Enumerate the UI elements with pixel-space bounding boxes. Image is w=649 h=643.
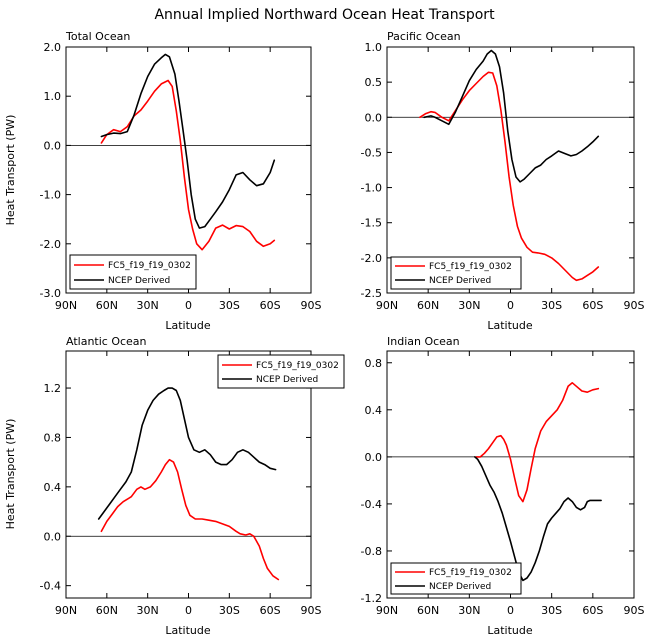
x-tick-label: 90N — [55, 604, 77, 617]
plot-layer: 90N 60N 30N 0 30S 60S 90S -1.2 -0.8 -0.4 0.0 0.4 0.8 — [361, 351, 645, 617]
series-line-obs — [97, 387, 277, 520]
y-tick-label: -0.5 — [361, 146, 382, 159]
x-tick-label: 90N — [376, 299, 398, 312]
y-tick-label: -2.0 — [40, 238, 61, 251]
y-tick-label: 2.0 — [44, 41, 62, 54]
legend: FC5_f19_f19_0302 NCEP Derived — [217, 354, 345, 389]
x-axis-label: Latitude — [487, 624, 533, 637]
x-tick-label: 90S — [624, 299, 645, 312]
x-tick-label: 0 — [507, 299, 514, 312]
legend-box — [217, 354, 345, 389]
x-tick-label: 60N — [96, 299, 118, 312]
legend-label-model: FC5_f19_f19_0302 — [429, 262, 512, 272]
series-line-model — [100, 458, 280, 581]
x-tick-label: 30N — [137, 299, 159, 312]
figure-title: Annual Implied Northward Ocean Heat Tran… — [154, 7, 495, 23]
y-tick-label: -1.2 — [361, 592, 382, 605]
y-tick-label: 0.4 — [44, 481, 62, 494]
panel-indian-ocean: Indian Ocean 90N 60N 30N 0 30S 60S 90S -1.2 -0.8… — [361, 335, 645, 637]
y-tick-label: -0.8 — [361, 545, 382, 558]
legend-box — [390, 562, 522, 595]
panel-pacific-ocean: Pacific Ocean 90N 60N 30N 0 30S 60S 90S -2.5 -2.… — [361, 30, 645, 332]
x-tick-label: 30S — [219, 299, 240, 312]
legend-box — [390, 256, 522, 290]
x-tick-label: 60S — [260, 604, 281, 617]
y-tick-label: -0.4 — [361, 498, 382, 511]
y-tick-label: 0.0 — [365, 451, 383, 464]
x-tick-label: 60N — [96, 604, 118, 617]
legend-box — [69, 254, 197, 290]
y-tick-label: 0.0 — [365, 111, 383, 124]
x-tick-label: 30N — [458, 299, 480, 312]
y-tick-label: -2.5 — [361, 287, 382, 300]
legend: FC5_f19_f19_0302 NCEP Derived — [390, 562, 522, 595]
plot-frame — [386, 350, 635, 599]
y-tick-label: -1.5 — [361, 217, 382, 230]
x-axis-label: Latitude — [165, 319, 211, 332]
series-line-obs — [473, 456, 602, 582]
y-tick-label: -3.0 — [40, 287, 61, 300]
legend-label-obs: NCEP Derived — [429, 276, 491, 286]
panel-title: Indian Ocean — [387, 335, 460, 348]
x-tick-label: 30S — [219, 604, 240, 617]
x-axis-label: Latitude — [487, 319, 533, 332]
x-tick-label: 30S — [541, 299, 562, 312]
y-tick-label: 1.0 — [44, 90, 62, 103]
y-tick-label: 0.8 — [44, 431, 62, 444]
legend: FC5_f19_f19_0302 NCEP Derived — [390, 256, 522, 290]
y-tick-label: -0.4 — [40, 580, 61, 593]
x-tick-label: 30N — [137, 604, 159, 617]
panel-title: Total Ocean — [65, 30, 130, 43]
x-tick-label: 0 — [507, 604, 514, 617]
x-tick-label: 30S — [541, 604, 562, 617]
y-axis-label: Heat Transport (PW) — [4, 419, 17, 530]
x-tick-label: 0 — [185, 299, 192, 312]
x-tick-label: 60S — [260, 299, 281, 312]
panel-total-ocean: Total Ocean 90N 60N 30N 0 30S 60S 90S -3.0 -2.0 -… — [4, 30, 322, 332]
x-tick-label: 90S — [624, 604, 645, 617]
legend-label-obs: NCEP Derived — [256, 375, 318, 385]
y-tick-label: -1.0 — [40, 189, 61, 202]
series-line-model — [475, 381, 600, 503]
legend-label-model: FC5_f19_f19_0302 — [429, 568, 512, 578]
plot-layer: 90N 60N 30N 0 30S 60S 90S -3.0 -2.0 -1.0 0.0 1.0 2.0 — [40, 41, 322, 312]
y-tick-label: 1.2 — [44, 382, 62, 395]
y-tick-label: -1.0 — [361, 182, 382, 195]
x-tick-label: 90N — [55, 299, 77, 312]
plot-layer: 90N 60N 30N 0 30S 60S 90S -0.4 0.0 0.4 0.8 1.2 — [40, 351, 322, 617]
series-line-obs — [100, 53, 276, 229]
y-tick-label: 0.4 — [365, 404, 383, 417]
x-tick-label: 60N — [417, 604, 439, 617]
legend-label-obs: NCEP Derived — [108, 276, 170, 286]
x-tick-label: 60S — [582, 299, 603, 312]
panel-title: Atlantic Ocean — [66, 335, 147, 348]
x-tick-label: 90S — [301, 299, 322, 312]
x-axis-label: Latitude — [165, 624, 211, 637]
plot-layer: 90N 60N 30N 0 30S 60S 90S -2.5 -2.0 -1.5 -1.0 -0.5 0… — [361, 41, 645, 312]
y-axis-label: Heat Transport (PW) — [4, 115, 17, 226]
y-tick-label: 0.0 — [44, 139, 62, 152]
y-tick-label: 1.0 — [365, 41, 383, 54]
series-line-model — [419, 71, 600, 282]
y-tick-label: -2.0 — [361, 252, 382, 265]
y-tick-label: 0.0 — [44, 530, 62, 543]
y-tick-label: 0.5 — [365, 76, 383, 89]
x-tick-label: 60N — [417, 299, 439, 312]
x-tick-label: 60S — [582, 604, 603, 617]
y-tick-label: 0.8 — [365, 357, 383, 370]
legend-label-obs: NCEP Derived — [429, 582, 491, 592]
legend-label-model: FC5_f19_f19_0302 — [108, 261, 191, 271]
x-tick-label: 90N — [376, 604, 398, 617]
legend-label-model: FC5_f19_f19_0302 — [256, 361, 339, 371]
legend: FC5_f19_f19_0302 NCEP Derived — [69, 254, 197, 290]
panel-title: Pacific Ocean — [387, 30, 461, 43]
x-tick-label: 90S — [301, 604, 322, 617]
x-tick-label: 30N — [458, 604, 480, 617]
panel-atlantic-ocean: Atlantic Ocean 90N 60N 30N 0 30S 60S 90S -0.4 0.… — [4, 335, 345, 637]
series-line-obs — [423, 49, 600, 183]
x-tick-label: 0 — [185, 604, 192, 617]
plot-frame — [386, 46, 635, 294]
